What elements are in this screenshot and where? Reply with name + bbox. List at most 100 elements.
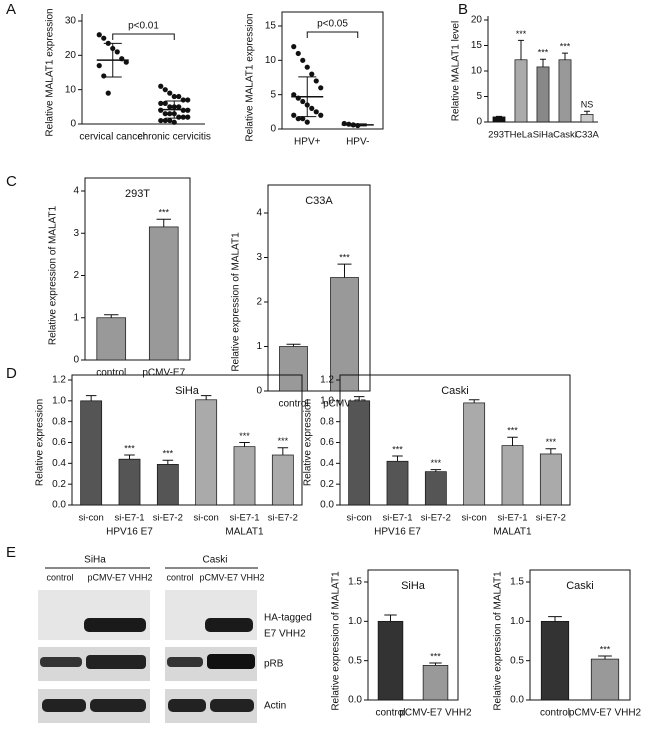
data-point: [171, 93, 177, 100]
bar: [148, 226, 179, 361]
sd-bar: [348, 123, 367, 127]
chart-title: 293T: [125, 188, 150, 200]
data-point: [101, 35, 107, 41]
blot-row-label: HA-tagged: [264, 613, 312, 624]
annotation: p<0.05: [317, 19, 348, 30]
x-tick-label: control: [540, 708, 570, 719]
bar: [501, 445, 524, 506]
error-bar: [539, 58, 547, 67]
y-tick-label: 0.2: [320, 479, 334, 490]
data-point: [96, 32, 102, 38]
x-tick-label: pCMV-E7: [142, 368, 185, 379]
bar: [580, 113, 594, 123]
error-bar: [545, 448, 557, 454]
x-tick-label: control: [278, 399, 308, 410]
y-tick-label: 1.0: [52, 395, 66, 406]
y-tick-label: 5: [476, 91, 482, 102]
x-tick-label: chronic cervicitis: [138, 132, 211, 143]
y-tick-label: 1.0: [320, 395, 334, 406]
chart-title: SiHa: [175, 385, 200, 397]
y-axis-label: Relative MALAT1 level: [451, 21, 462, 121]
data-point: [96, 63, 102, 69]
plot-frame: [71, 374, 303, 506]
data-point: [295, 116, 301, 122]
y-tick-label: 0.8: [320, 416, 334, 427]
significance-label: ***: [124, 443, 135, 453]
y-tick-label: 5: [270, 89, 276, 100]
blot-strip: [165, 590, 257, 640]
chart-title: Caski: [441, 385, 469, 397]
bar: [271, 454, 294, 506]
y-axis-label: Relative expression of MALAT1: [48, 205, 59, 345]
panel-label: C: [6, 173, 17, 190]
data-point: [167, 90, 173, 96]
y-tick-label: 0.6: [52, 437, 66, 448]
y-tick-label: 4: [73, 186, 79, 197]
y-tick-label: 0.6: [320, 437, 334, 448]
y-tick-label: 1.0: [348, 616, 362, 627]
x-tick-label: control: [375, 708, 405, 719]
y-tick-label: 1.2: [52, 375, 66, 386]
plot-frame: [84, 177, 191, 361]
significance-label: ***: [560, 42, 571, 52]
data-point: [176, 104, 182, 110]
blot-row-label: Actin: [264, 701, 286, 712]
x-tick-label: HPV+: [294, 137, 321, 148]
y-tick-label: 1: [256, 341, 262, 352]
y-tick-label: 20: [65, 50, 77, 61]
significance-label: ***: [239, 431, 250, 441]
y-tick-label: 0.0: [320, 500, 334, 511]
significance-label: ***: [600, 644, 611, 654]
significance-label: ***: [507, 426, 518, 436]
error-bar: [124, 454, 135, 460]
data-point: [176, 114, 182, 120]
blot-lane: pCMV-E7 VHH2: [199, 572, 264, 582]
error-bar: [495, 115, 503, 117]
data-point: [300, 98, 306, 105]
error-bar: [337, 263, 352, 278]
error-bar: [468, 399, 480, 403]
bar: [539, 453, 562, 506]
y-tick-label: 10: [471, 66, 483, 77]
x-tick-label: SiHa: [533, 130, 554, 141]
blot-band: [205, 618, 253, 632]
panel-label: B: [458, 1, 468, 18]
x-tick-label: pCMV-E7 VHH2: [569, 708, 642, 719]
error-bar: [85, 395, 97, 401]
plot-frame: [267, 184, 371, 392]
significance-label: ***: [430, 651, 441, 661]
error-bar: [507, 436, 518, 446]
x-tick-label: si-E7-1: [382, 513, 412, 524]
panel-label: D: [6, 365, 17, 382]
significance-label: ***: [431, 458, 442, 468]
x-tick-label: cervical cancer: [79, 132, 146, 143]
significance-bracket: [112, 33, 175, 40]
x-tick-label: pCMV-E7 VHH2: [399, 708, 472, 719]
y-axis-label: Relative MALAT1 expression: [245, 13, 256, 141]
blot-band: [42, 699, 86, 712]
data-point: [318, 112, 324, 118]
data-point: [309, 71, 315, 77]
data-point: [105, 90, 111, 96]
y-tick-label: 0: [256, 386, 262, 397]
y-tick-label: 0.8: [52, 416, 66, 427]
chart-title: SiHa: [401, 580, 426, 592]
error-bar: [598, 655, 612, 660]
data-point: [295, 50, 301, 57]
error-bar: [583, 110, 591, 115]
data-point: [171, 119, 177, 125]
blot-row-label: pRB: [264, 659, 284, 670]
x-tick-label: 293T: [488, 130, 510, 141]
bar: [590, 658, 620, 701]
y-tick-label: 0: [476, 117, 482, 128]
data-point: [180, 114, 186, 120]
blot-band: [207, 654, 255, 669]
blot-band: [84, 618, 146, 632]
x-tick-label: si-con: [346, 513, 371, 524]
x-tick-label: si-E7-1: [114, 513, 144, 524]
group-label: MALAT1: [225, 527, 264, 538]
chart-title: Caski: [566, 580, 594, 592]
blot-lane: control: [46, 572, 73, 582]
y-tick-label: 3: [73, 228, 79, 239]
error-bar: [104, 314, 119, 318]
